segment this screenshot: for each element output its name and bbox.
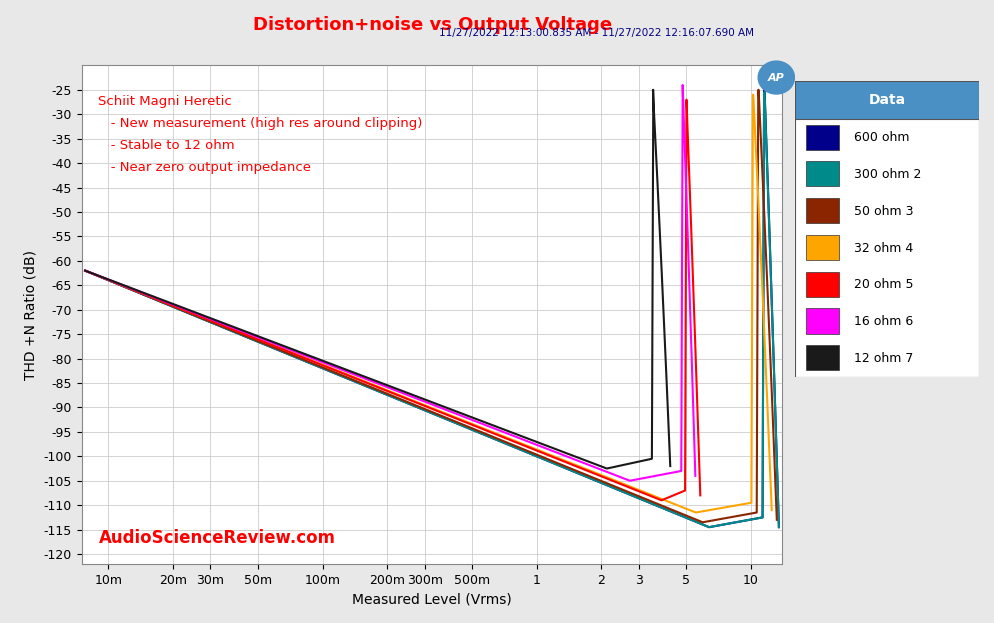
Text: 16 ohm 6: 16 ohm 6 (854, 315, 913, 328)
Text: 11/27/2022 12:13:00.835 AM - 11/27/2022 12:16:07.690 AM: 11/27/2022 12:13:00.835 AM - 11/27/2022 … (439, 28, 753, 38)
Text: AP: AP (768, 72, 784, 83)
Text: Distortion+noise vs Output Voltage: Distortion+noise vs Output Voltage (252, 16, 612, 34)
Y-axis label: THD +N Ratio (dB): THD +N Ratio (dB) (24, 250, 38, 379)
Bar (806, 125, 839, 150)
Text: Schiit Magni Heretic
   - New measurement (high res around clipping)
   - Stable: Schiit Magni Heretic - New measurement (… (98, 95, 422, 174)
Bar (806, 198, 839, 223)
Text: 32 ohm 4: 32 ohm 4 (854, 242, 913, 255)
Text: AudioScienceReview.com: AudioScienceReview.com (98, 529, 335, 547)
Text: Data: Data (869, 93, 906, 107)
Bar (806, 235, 839, 260)
Text: 300 ohm 2: 300 ohm 2 (854, 168, 921, 181)
Circle shape (758, 61, 794, 94)
Text: 12 ohm 7: 12 ohm 7 (854, 352, 913, 365)
X-axis label: Measured Level (Vrms): Measured Level (Vrms) (352, 592, 512, 606)
Text: 20 ohm 5: 20 ohm 5 (854, 278, 913, 292)
Text: 50 ohm 3: 50 ohm 3 (854, 205, 913, 218)
Bar (806, 345, 839, 370)
Text: 600 ohm: 600 ohm (854, 131, 910, 145)
Bar (795, 81, 979, 120)
Bar (806, 272, 839, 297)
Bar (806, 308, 839, 333)
Bar (806, 161, 839, 186)
